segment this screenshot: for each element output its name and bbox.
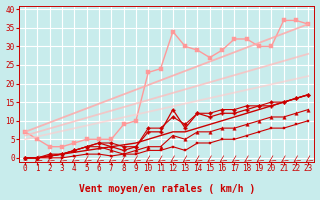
X-axis label: Vent moyen/en rafales ( km/h ): Vent moyen/en rafales ( km/h ) — [79, 184, 255, 194]
